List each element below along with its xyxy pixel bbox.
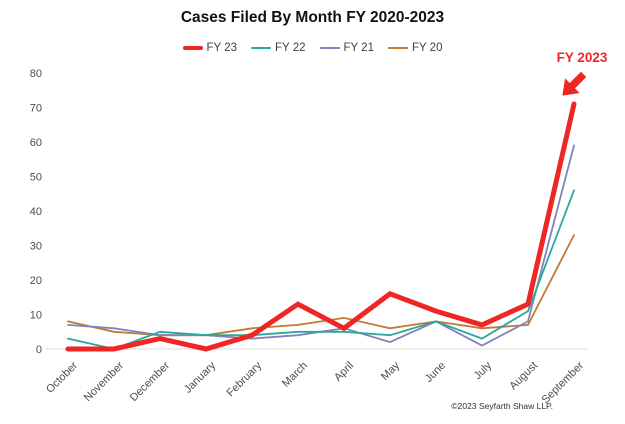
x-axis-label: July <box>472 359 495 382</box>
x-axis-label: May <box>379 359 403 383</box>
series-line-fy-23 <box>65 101 577 352</box>
x-axis-label: December <box>128 359 173 404</box>
legend-item-fy-21: FY 21 <box>319 42 374 54</box>
legend-label-fy-23: FY 23 <box>206 42 238 54</box>
x-axis-label: September <box>540 359 587 406</box>
legend-swatch-fy-22 <box>251 47 272 49</box>
x-axis-label: November <box>82 359 127 404</box>
legend-item-fy-22: FY 22 <box>251 42 306 54</box>
fy2023-annotation: FY 2023 <box>547 50 617 98</box>
y-axis-tick-label: 20 <box>30 275 42 287</box>
x-axis-label: March <box>280 360 310 390</box>
y-axis-tick-label: 80 <box>30 68 42 80</box>
x-axis-label: February <box>225 359 265 399</box>
legend-label-fy-22: FY 22 <box>275 42 306 54</box>
chart-legend: FY 23 FY 22 FY 21 FY 20 <box>0 42 625 54</box>
y-axis-tick-label: 0 <box>36 344 42 356</box>
y-axis-tick-label: 10 <box>30 310 42 322</box>
legend-swatch-fy-21 <box>319 47 340 49</box>
legend-label-fy-21: FY 21 <box>343 42 374 54</box>
y-axis-tick-label: 60 <box>30 137 42 149</box>
x-axis-label: January <box>182 359 219 396</box>
legend-item-fy-23: FY 23 <box>182 42 238 54</box>
legend-swatch-fy-20 <box>387 47 408 49</box>
legend-label-fy-20: FY 20 <box>411 42 443 54</box>
y-axis-tick-label: 40 <box>30 206 42 218</box>
legend-swatch-fy-23 <box>182 46 203 50</box>
x-axis-label: June <box>423 360 448 385</box>
x-axis-label: October <box>44 359 80 395</box>
chart-title: Cases Filed By Month FY 2020-2023 <box>180 9 445 26</box>
y-axis-tick-label: 70 <box>30 103 42 115</box>
down-left-arrow-icon <box>553 65 593 105</box>
legend-item-fy-20: FY 20 <box>387 42 443 54</box>
series-line-fy-22 <box>67 189 575 350</box>
y-axis-tick-label: 30 <box>30 241 42 253</box>
x-axis-label: April <box>332 360 356 384</box>
fy2023-annotation-label: FY 2023 <box>556 50 608 65</box>
x-axis-label: August <box>507 360 540 393</box>
copyright-text: ©2023 Seyfarth Shaw LLP. <box>451 401 553 411</box>
y-axis-tick-label: 50 <box>30 172 42 184</box>
